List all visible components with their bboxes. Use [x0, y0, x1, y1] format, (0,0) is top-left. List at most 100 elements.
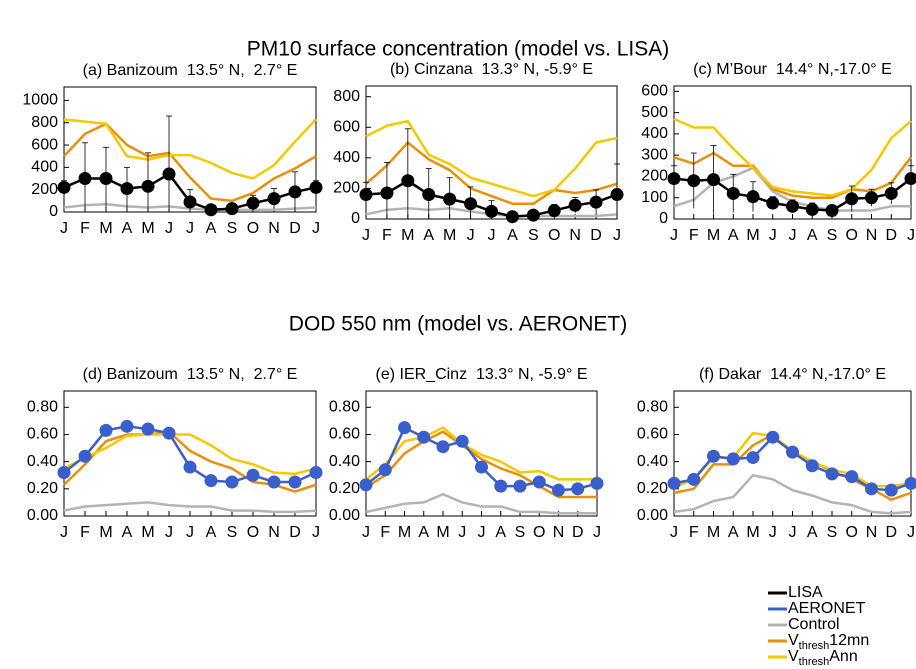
marker — [590, 476, 604, 490]
error-bar — [404, 128, 411, 219]
x-tick-label: J — [312, 220, 320, 237]
y-tick-label: 1000 — [22, 92, 58, 109]
marker — [571, 482, 585, 496]
legend-label: LISA — [788, 584, 823, 601]
marker — [309, 466, 323, 480]
marker — [443, 192, 457, 206]
x-tick-label: J — [670, 227, 678, 244]
y-tick-label: 200 — [31, 181, 58, 198]
x-tick-label: N — [553, 524, 565, 541]
y-tick-label: 0.60 — [329, 426, 360, 443]
x-tick-label: J — [769, 524, 777, 541]
legend-label: Control — [788, 616, 840, 633]
marker — [568, 198, 582, 212]
x-tick-label: S — [515, 524, 526, 541]
y-tick-label: 400 — [31, 159, 58, 176]
marker — [667, 172, 681, 186]
marker — [204, 474, 218, 488]
marker — [246, 196, 260, 210]
x-tick-label: A — [418, 524, 429, 541]
legend-text: 12mn — [829, 632, 869, 649]
x-tick-label: M — [707, 227, 720, 244]
x-tick-label: M — [443, 227, 456, 244]
marker — [505, 210, 519, 224]
series-line — [365, 140, 618, 205]
marker — [78, 449, 92, 463]
legend-text: thresh — [799, 640, 830, 652]
x-tick-label: J — [312, 524, 320, 541]
marker — [707, 173, 720, 187]
y-tick-label: 800 — [31, 114, 58, 131]
x-tick-label: F — [382, 227, 392, 244]
marker — [726, 186, 740, 200]
y-tick-label: 400 — [641, 125, 668, 142]
x-tick-label: J — [165, 524, 173, 541]
x-tick-label: M — [99, 524, 112, 541]
y-tick-label: 0.40 — [27, 453, 58, 470]
legend-label: AERONET — [788, 600, 866, 617]
panel-title: (c) M’Bour 14.4° N,-17.0° E — [693, 61, 892, 78]
y-tick-label: 200 — [333, 180, 360, 197]
marker — [865, 191, 878, 205]
series-line — [365, 119, 618, 198]
series-line — [63, 118, 317, 180]
marker — [485, 204, 498, 218]
y-tick-label: 0.40 — [329, 453, 360, 470]
x-tick-label: D — [289, 524, 301, 541]
y-tick-label: 0 — [351, 210, 360, 227]
x-tick-label: N — [866, 524, 878, 541]
x-tick-label: S — [528, 227, 539, 244]
x-tick-label: J — [789, 227, 797, 244]
marker — [786, 445, 799, 459]
marker — [141, 179, 155, 193]
x-tick-label: J — [789, 524, 797, 541]
marker — [526, 208, 540, 222]
x-tick-label: A — [807, 524, 818, 541]
series-line — [365, 430, 597, 499]
marker — [475, 460, 488, 474]
marker — [865, 482, 878, 496]
x-tick-label: N — [569, 227, 581, 244]
x-tick-label: D — [572, 524, 584, 541]
legend-label: Vthresh12mn — [788, 632, 869, 652]
x-tick-label: A — [423, 227, 434, 244]
y-tick-label: 0.40 — [637, 453, 668, 470]
marker — [532, 475, 546, 489]
plot-frame — [63, 390, 317, 517]
x-tick-label: J — [60, 220, 68, 237]
y-tick-label: 0 — [49, 203, 58, 220]
panel-title: (e) IER_Cinz 13.3° N, -5.9° E — [376, 366, 588, 383]
marker — [726, 452, 740, 466]
panel-title: (d) Banizoum 13.5° N, 2.7° E — [83, 366, 298, 383]
x-tick-label: N — [268, 220, 280, 237]
marker — [183, 460, 197, 474]
series-line — [63, 501, 317, 514]
marker — [436, 440, 450, 454]
x-tick-label: M — [398, 524, 411, 541]
marker — [805, 202, 819, 216]
x-tick-label: A — [507, 227, 518, 244]
x-tick-label: J — [907, 524, 915, 541]
marker — [204, 203, 218, 217]
marker — [99, 172, 113, 186]
marker — [904, 476, 916, 490]
marker — [610, 188, 624, 202]
marker — [417, 430, 431, 444]
y-tick-label: 0 — [659, 210, 668, 227]
marker — [398, 421, 411, 435]
legend-label: VthreshAnn — [788, 648, 858, 668]
marker — [309, 180, 323, 194]
x-tick-label: M — [746, 227, 759, 244]
series-line — [673, 473, 912, 515]
y-tick-label: 0.00 — [637, 507, 668, 524]
marker — [455, 434, 469, 448]
series-line — [673, 117, 912, 197]
x-tick-label: M — [99, 220, 112, 237]
legend-text: V — [788, 648, 799, 665]
marker — [464, 197, 478, 211]
marker — [589, 195, 603, 209]
marker — [766, 430, 780, 444]
x-tick-label: J — [60, 524, 68, 541]
y-tick-label: 0.20 — [637, 480, 668, 497]
